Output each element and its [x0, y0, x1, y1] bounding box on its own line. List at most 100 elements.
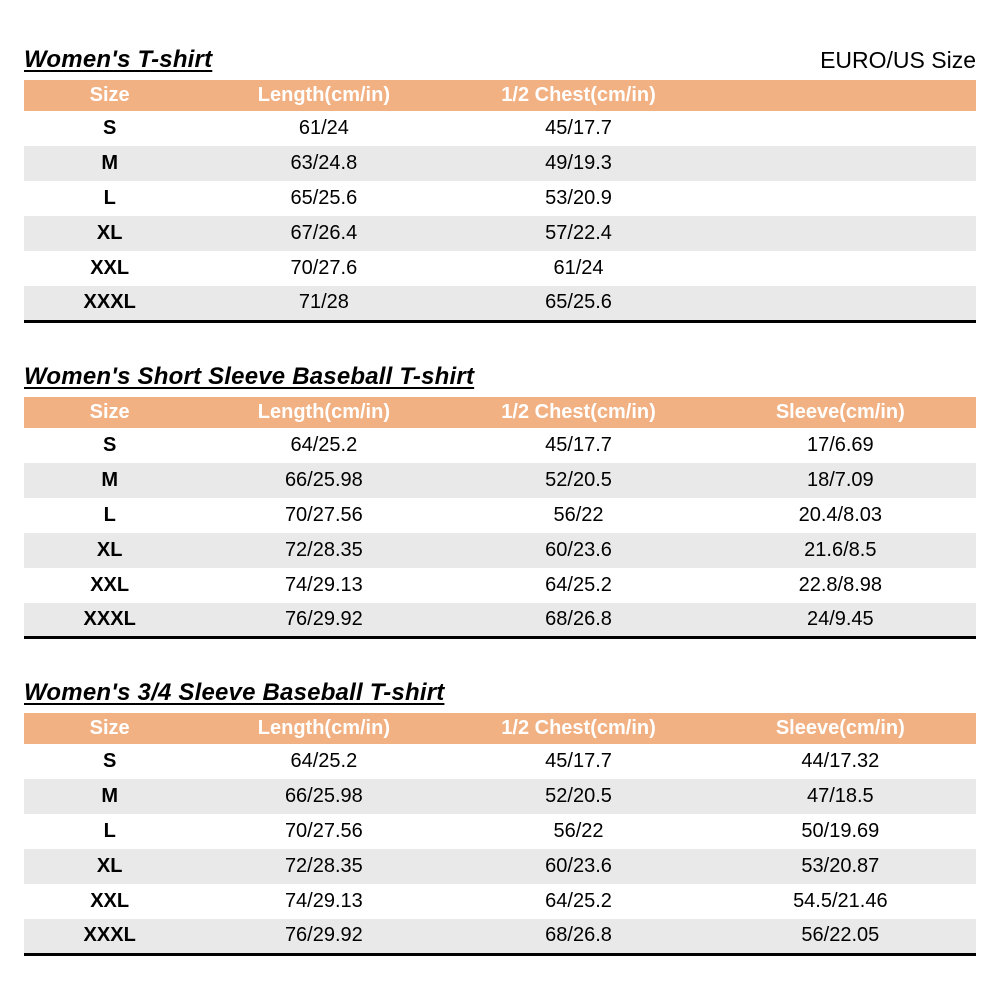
measurement-cell: 63/24.8 — [290, 152, 358, 174]
measurement-cell: 53/20.9 — [545, 187, 612, 209]
measurement-cell: 24/9.45 — [806, 607, 874, 630]
size-cell: S — [103, 750, 117, 772]
header-cell — [704, 80, 976, 111]
measurement-cell — [705, 181, 976, 216]
measurement-cell: 61/24 — [553, 257, 604, 279]
measurement-cell: 61/24 — [298, 117, 349, 139]
measurement-cell: 68/26.8 — [545, 607, 612, 630]
measurement-cell: 65/25.6 — [545, 291, 612, 314]
measurement-cell: 64/25.2 — [545, 573, 612, 596]
measurement-cell: 56/22.05 — [801, 924, 880, 947]
table-body: S 64/25.2 45/17.7 44/17.32 M 66/25.98 52/20.5 4… — [24, 744, 976, 954]
section-short-sleeve-baseball: Women's Short Sleeve Baseball T-shirt Si… — [24, 363, 976, 639]
table-body: S 61/24 45/17.7 M 63/24.8 49/19.3 L 65/25.6 53/2… — [24, 111, 976, 321]
section-three-quarter-sleeve-baseball: Women's 3/4 Sleeve Baseball T-shirt Size… — [24, 679, 976, 956]
size-cell: L — [103, 503, 116, 526]
measurement-cell: 60/23.6 — [545, 538, 612, 561]
measurement-cell: 57/22.4 — [545, 222, 612, 244]
size-cell: XXXL — [83, 924, 136, 947]
measurement-cell: 70/27.56 — [284, 503, 363, 526]
measurement-cell: 60/23.6 — [545, 855, 612, 877]
size-cell: XXXL — [83, 607, 136, 630]
table-row: M 66/25.98 52/20.5 18/7.09 — [24, 462, 976, 498]
measurement-cell: 50/19.69 — [801, 820, 880, 842]
size-table-womens-tshirt: Size Length(cm/in) 1/2 Chest(cm/in) S 61/24… — [24, 80, 976, 323]
measurement-cell: 17/6.69 — [806, 433, 874, 456]
header-cell: Sleeve(cm/in) — [704, 713, 976, 744]
table-title-three-quarter-sleeve-baseball: Women's 3/4 Sleeve Baseball T-shirt — [24, 679, 445, 706]
measurement-cell: 54.5/21.46 — [793, 890, 888, 912]
table-row: L 65/25.6 53/20.9 — [24, 181, 976, 216]
title-row: Women's T-shirt EURO/US Size — [24, 46, 976, 74]
measurement-cell: 20.4/8.03 — [798, 503, 883, 526]
measurement-cell: 70/27.6 — [290, 257, 358, 279]
table-row: XXXL 71/28 65/25.6 — [24, 286, 976, 321]
measurement-cell: 47/18.5 — [806, 785, 874, 807]
title-row: Women's 3/4 Sleeve Baseball T-shirt — [24, 679, 976, 707]
measurement-cell: 72/28.35 — [284, 855, 363, 877]
measurement-cell — [705, 146, 976, 181]
header-cell: 1/2 Chest(cm/in) — [452, 396, 705, 428]
header-row: Size Length(cm/in) 1/2 Chest(cm/in) Sleeve(… — [24, 396, 976, 428]
measurement-cell: 45/17.7 — [545, 117, 612, 139]
size-standard-label: EURO/US Size — [820, 47, 976, 73]
table-row: XL 72/28.35 60/23.6 21.6/8.5 — [24, 532, 976, 568]
section-womens-tshirt: Women's T-shirt EURO/US Size Size Length(… — [24, 0, 976, 323]
measurement-cell: 74/29.13 — [284, 890, 363, 912]
measurement-cell: 22.8/8.98 — [798, 573, 883, 596]
size-cell: XL — [96, 538, 123, 561]
measurement-cell: 65/25.6 — [290, 187, 358, 209]
measurement-cell: 52/20.5 — [545, 785, 612, 807]
measurement-cell: 56/22 — [553, 503, 604, 526]
header-cell: Size — [24, 396, 196, 428]
table-row: M 63/24.8 49/19.3 — [24, 146, 976, 181]
header-cell: Sleeve(cm/in) — [704, 396, 976, 428]
table-row: XXL 74/29.13 64/25.2 22.8/8.98 — [24, 568, 976, 603]
table-row: XXXL 76/29.92 68/26.8 24/9.45 — [24, 602, 976, 638]
measurement-cell: 66/25.98 — [284, 785, 363, 807]
measurement-cell: 53/20.87 — [801, 855, 880, 877]
measurement-cell: 64/25.2 — [290, 750, 358, 772]
measurement-cell: 45/17.7 — [545, 750, 612, 772]
table-title-womens-tshirt: Women's T-shirt — [24, 46, 213, 73]
size-cell: S — [103, 117, 117, 139]
size-cell: XXL — [90, 257, 130, 279]
measurement-cell — [705, 286, 976, 321]
measurement-cell: 64/25.2 — [290, 433, 358, 456]
measurement-cell: 21.6/8.5 — [804, 538, 877, 561]
header-cell: Length(cm/in) — [195, 396, 453, 428]
table-row: XL 67/26.4 57/22.4 — [24, 216, 976, 251]
measurement-cell: 76/29.92 — [284, 924, 363, 947]
header-cell: 1/2 Chest(cm/in) — [452, 80, 705, 111]
measurement-cell: 45/17.7 — [545, 433, 612, 456]
measurement-cell: 74/29.13 — [284, 573, 363, 596]
size-cell: L — [103, 187, 116, 209]
size-cell: XL — [96, 855, 123, 877]
size-cell: S — [103, 433, 117, 456]
table-row: L 70/27.56 56/22 50/19.69 — [24, 814, 976, 849]
size-cell: M — [101, 468, 119, 491]
header-cell: Size — [24, 713, 196, 744]
table-row: M 66/25.98 52/20.5 47/18.5 — [24, 779, 976, 814]
measurement-cell: 70/27.56 — [284, 820, 363, 842]
size-cell: M — [101, 152, 119, 174]
measurement-cell — [705, 251, 976, 286]
measurement-cell: 72/28.35 — [284, 538, 363, 561]
measurement-cell: 18/7.09 — [806, 468, 874, 491]
title-row: Women's Short Sleeve Baseball T-shirt — [24, 363, 976, 391]
table-row: XXL 70/27.6 61/24 — [24, 251, 976, 286]
table-row: S 64/25.2 45/17.7 44/17.32 — [24, 744, 976, 779]
size-cell: L — [103, 820, 116, 842]
measurement-cell — [705, 111, 976, 146]
header-cell: Size — [24, 80, 196, 111]
header-cell: Length(cm/in) — [195, 80, 453, 111]
table-title-short-sleeve-baseball: Women's Short Sleeve Baseball T-shirt — [24, 362, 475, 390]
size-cell: XXXL — [83, 291, 136, 314]
table-row: XXL 74/29.13 64/25.2 54.5/21.46 — [24, 884, 976, 919]
measurement-cell: 44/17.32 — [801, 750, 880, 772]
size-table-three-quarter-sleeve-baseball: Size Length(cm/in) 1/2 Chest(cm/in) Sleeve(… — [24, 713, 976, 956]
table-row: S 64/25.2 45/17.7 17/6.69 — [24, 428, 976, 463]
measurement-cell: 67/26.4 — [290, 222, 358, 244]
measurement-cell: 64/25.2 — [545, 890, 612, 912]
table-row: XL 72/28.35 60/23.6 53/20.87 — [24, 849, 976, 884]
